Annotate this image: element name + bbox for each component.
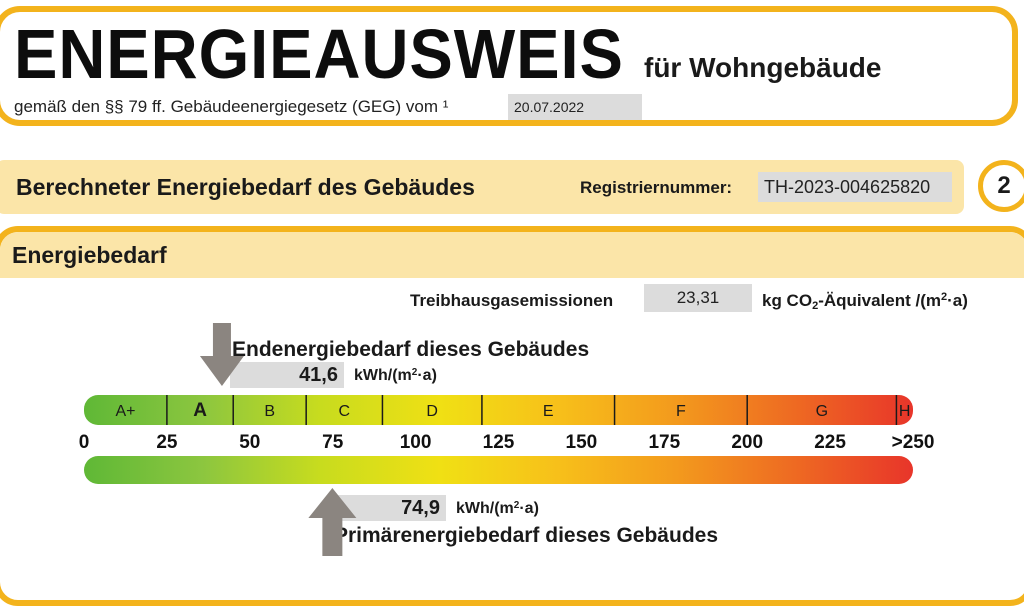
- primary-energy-label: Primärenergiebedarf dieses Gebäudes: [334, 524, 718, 547]
- tick-label: 200: [731, 432, 763, 453]
- primary-gradient-bar: [84, 456, 913, 484]
- tick-label: 75: [322, 432, 344, 453]
- law-reference: gemäß den §§ 79 ff. Gebäudeenergiegesetz…: [14, 97, 449, 116]
- registration-number-field: TH-2023-004625820: [758, 172, 952, 202]
- class-label-c: C: [339, 403, 351, 420]
- tick-label: 175: [648, 432, 680, 453]
- tick-label: 125: [483, 432, 515, 453]
- energy-scale: A+ A B C D E F G H 0 25 50 75 100 125 150 175 200 225 >250: [79, 323, 935, 556]
- tick-label: >250: [892, 432, 935, 453]
- primary-energy-unit: kWh/(m2·a): [456, 500, 539, 517]
- ghg-emissions-label: Treibhausgasemissionen: [410, 291, 614, 310]
- final-energy-label: Endenergiebedarf dieses Gebäudes: [232, 338, 590, 361]
- tick-label: 25: [156, 432, 178, 453]
- class-bar: [84, 395, 913, 425]
- tick-label: 50: [239, 432, 260, 453]
- tick-label: 0: [79, 432, 90, 453]
- final-energy-arrow: [199, 323, 244, 386]
- registration-label: Registriernummer:: [580, 178, 733, 197]
- tick-label: 150: [566, 432, 598, 453]
- section-title: Berechneter Energiebedarf des Gebäudes: [16, 174, 475, 200]
- final-energy-value: 41,6: [230, 362, 344, 388]
- class-label-d: D: [426, 403, 438, 420]
- final-energy-unit: kWh/(m2·a): [354, 367, 437, 384]
- ghg-emissions-unit: kg CO2-Äquivalent /(m2·a): [762, 291, 968, 312]
- document-title: ENERGIEAUSWEIS: [14, 15, 624, 93]
- class-label-aplus: A+: [115, 403, 135, 420]
- class-label-h: H: [899, 403, 911, 420]
- class-label-b: B: [264, 403, 275, 420]
- ghg-emissions-value: 23,31: [644, 284, 752, 312]
- primary-energy-arrow: [308, 488, 357, 556]
- document-subtitle: für Wohngebäude: [644, 52, 882, 83]
- class-label-a: A: [193, 400, 207, 421]
- class-label-f: F: [676, 403, 686, 420]
- tick-label: 100: [400, 432, 432, 453]
- class-label-g: G: [816, 403, 828, 420]
- energy-demand-panel-header: [0, 232, 1024, 278]
- issue-date-field: 20.07.2022: [508, 94, 642, 120]
- page-number-badge: 2: [978, 160, 1024, 212]
- class-label-e: E: [543, 403, 554, 420]
- tick-label: 225: [814, 432, 846, 453]
- energy-demand-title: Energiebedarf: [12, 242, 167, 268]
